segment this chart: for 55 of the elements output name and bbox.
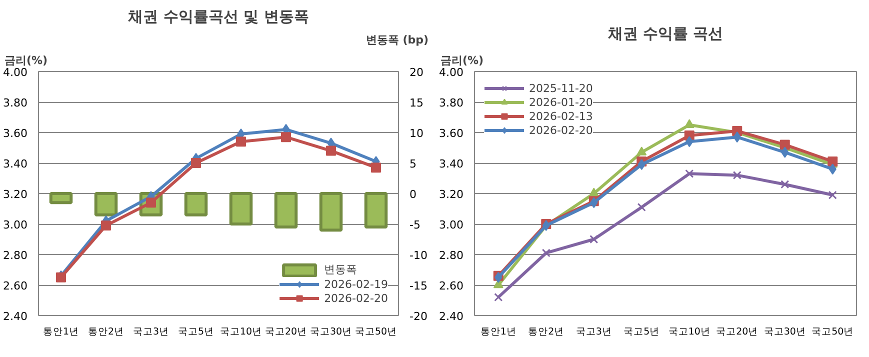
y-tick-label: 4.00 [3,66,28,79]
y-tick-label: 4.00 [439,66,464,79]
y-tick-label: 3.20 [439,188,464,201]
x-tick-label: 국고50년 [354,326,398,338]
x-tick-label: 국고30년 [764,326,806,338]
x-tick-label: 통안1년 [480,326,516,338]
y2-tick-label: -15 [410,280,428,292]
x-tick-label: 통안1년 [42,326,80,338]
x-tick-label: 국고5년 [624,326,660,338]
chart-title: 채권 수익률 곡선 [606,24,724,42]
x-tick-label: 국고20년 [716,326,758,338]
legend-label: 2026-02-13 [529,109,593,123]
y-tick-label: 2.40 [439,310,464,323]
legend-label: 변동폭 [324,262,358,277]
y-tick-label: 3.40 [3,158,28,170]
x-tick-label: 국고10년 [220,326,262,338]
y-tick-label: 3.60 [3,127,28,140]
x-tick-label: 국고3년 [132,326,170,338]
y-tick-label: 3.20 [3,188,28,201]
x-tick-label: 국고10년 [668,326,710,338]
x-tick-label: 통안2년 [88,326,124,338]
y2-tick-label: 5 [410,158,416,170]
y-tick-label: 3.80 [3,96,28,110]
y2-tick-label: 15 [410,96,424,110]
legend-label: 2026-02-19 [324,277,388,291]
legend-label: 2025-11-20 [529,81,593,95]
y-tick-label: 3.00 [439,218,464,232]
y-axis-title: 금리(%) [440,54,484,67]
y-tick-label: 3.40 [439,158,464,170]
y-axis-title: 금리(%) [4,54,48,67]
y2-tick-label: -20 [410,310,428,323]
chart-title: 채권 수익률곡선 및 변동폭 [127,8,309,26]
y-tick-label: 3.80 [439,96,464,110]
x-tick-label: 통안2년 [528,326,564,338]
x-tick-label: 국고30년 [310,326,352,338]
y-tick-label: 3.00 [3,218,28,232]
y-tick-label: 2.80 [439,249,464,262]
legend-label: 2026-01-20 [529,95,593,109]
y2-tick-label: -5 [410,218,420,232]
x-tick-label: 국고3년 [576,326,612,338]
x-tick-label: 국고5년 [178,326,214,338]
x-tick-label: 국고20년 [264,326,308,338]
y-tick-label: 3.60 [439,127,464,140]
y2-tick-label: 10 [410,127,424,140]
y-tick-label: 2.40 [3,310,28,323]
y-tick-label: 2.60 [439,280,464,292]
y-tick-label: 2.60 [3,280,28,292]
y2-tick-label: 20 [410,66,424,79]
x-tick-label: 국고50년 [812,326,854,338]
legend-label: 2026-02-20 [324,291,388,305]
y2-tick-label: -10 [410,249,428,262]
y2-axis-title: 변동폭 (bp) [366,34,429,46]
y-tick-label: 2.80 [3,249,28,262]
legend-label: 2026-02-20 [529,123,593,137]
y2-tick-label: 0 [410,188,416,201]
